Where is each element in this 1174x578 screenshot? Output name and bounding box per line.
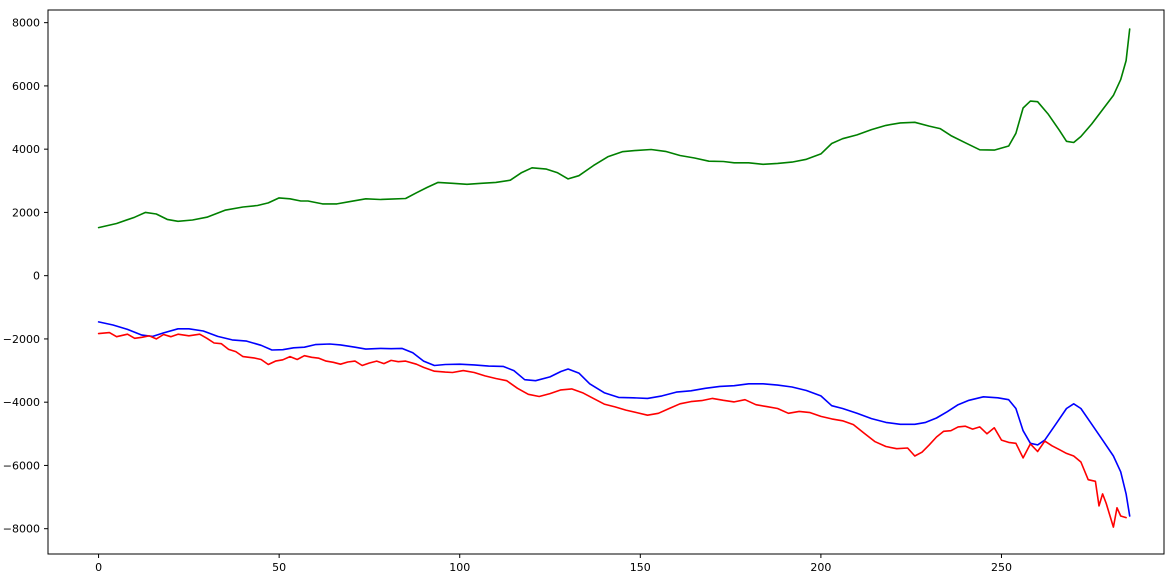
y-tick-label: 4000 [12, 143, 40, 156]
y-tick-label: −8000 [3, 523, 40, 536]
plot-lines [97, 28, 1131, 528]
plot-frame [47, 9, 1165, 555]
x-tick-label: 100 [449, 561, 470, 574]
x-tick-label: 250 [991, 561, 1012, 574]
series-line-1 [97, 28, 1131, 229]
y-tick-label: −6000 [3, 459, 40, 472]
y-axis: −8000 −6000 −4000 −2000 0 2000 4000 6000 8000 [3, 17, 48, 536]
x-tick-label: 200 [810, 561, 831, 574]
series-line-3 [97, 331, 1127, 528]
x-axis: 0 50 100 150 200 250 [95, 554, 1012, 574]
y-tick-label: 8000 [12, 17, 40, 30]
x-tick-label: 50 [272, 561, 286, 574]
x-tick-label: 0 [95, 561, 102, 574]
y-tick-label: 0 [33, 270, 40, 283]
y-tick-label: −4000 [3, 396, 40, 409]
y-tick-label: −2000 [3, 333, 40, 346]
y-tick-label: 2000 [12, 206, 40, 219]
x-tick-label: 150 [630, 561, 651, 574]
series-line-2 [97, 321, 1131, 517]
y-tick-label: 6000 [12, 80, 40, 93]
